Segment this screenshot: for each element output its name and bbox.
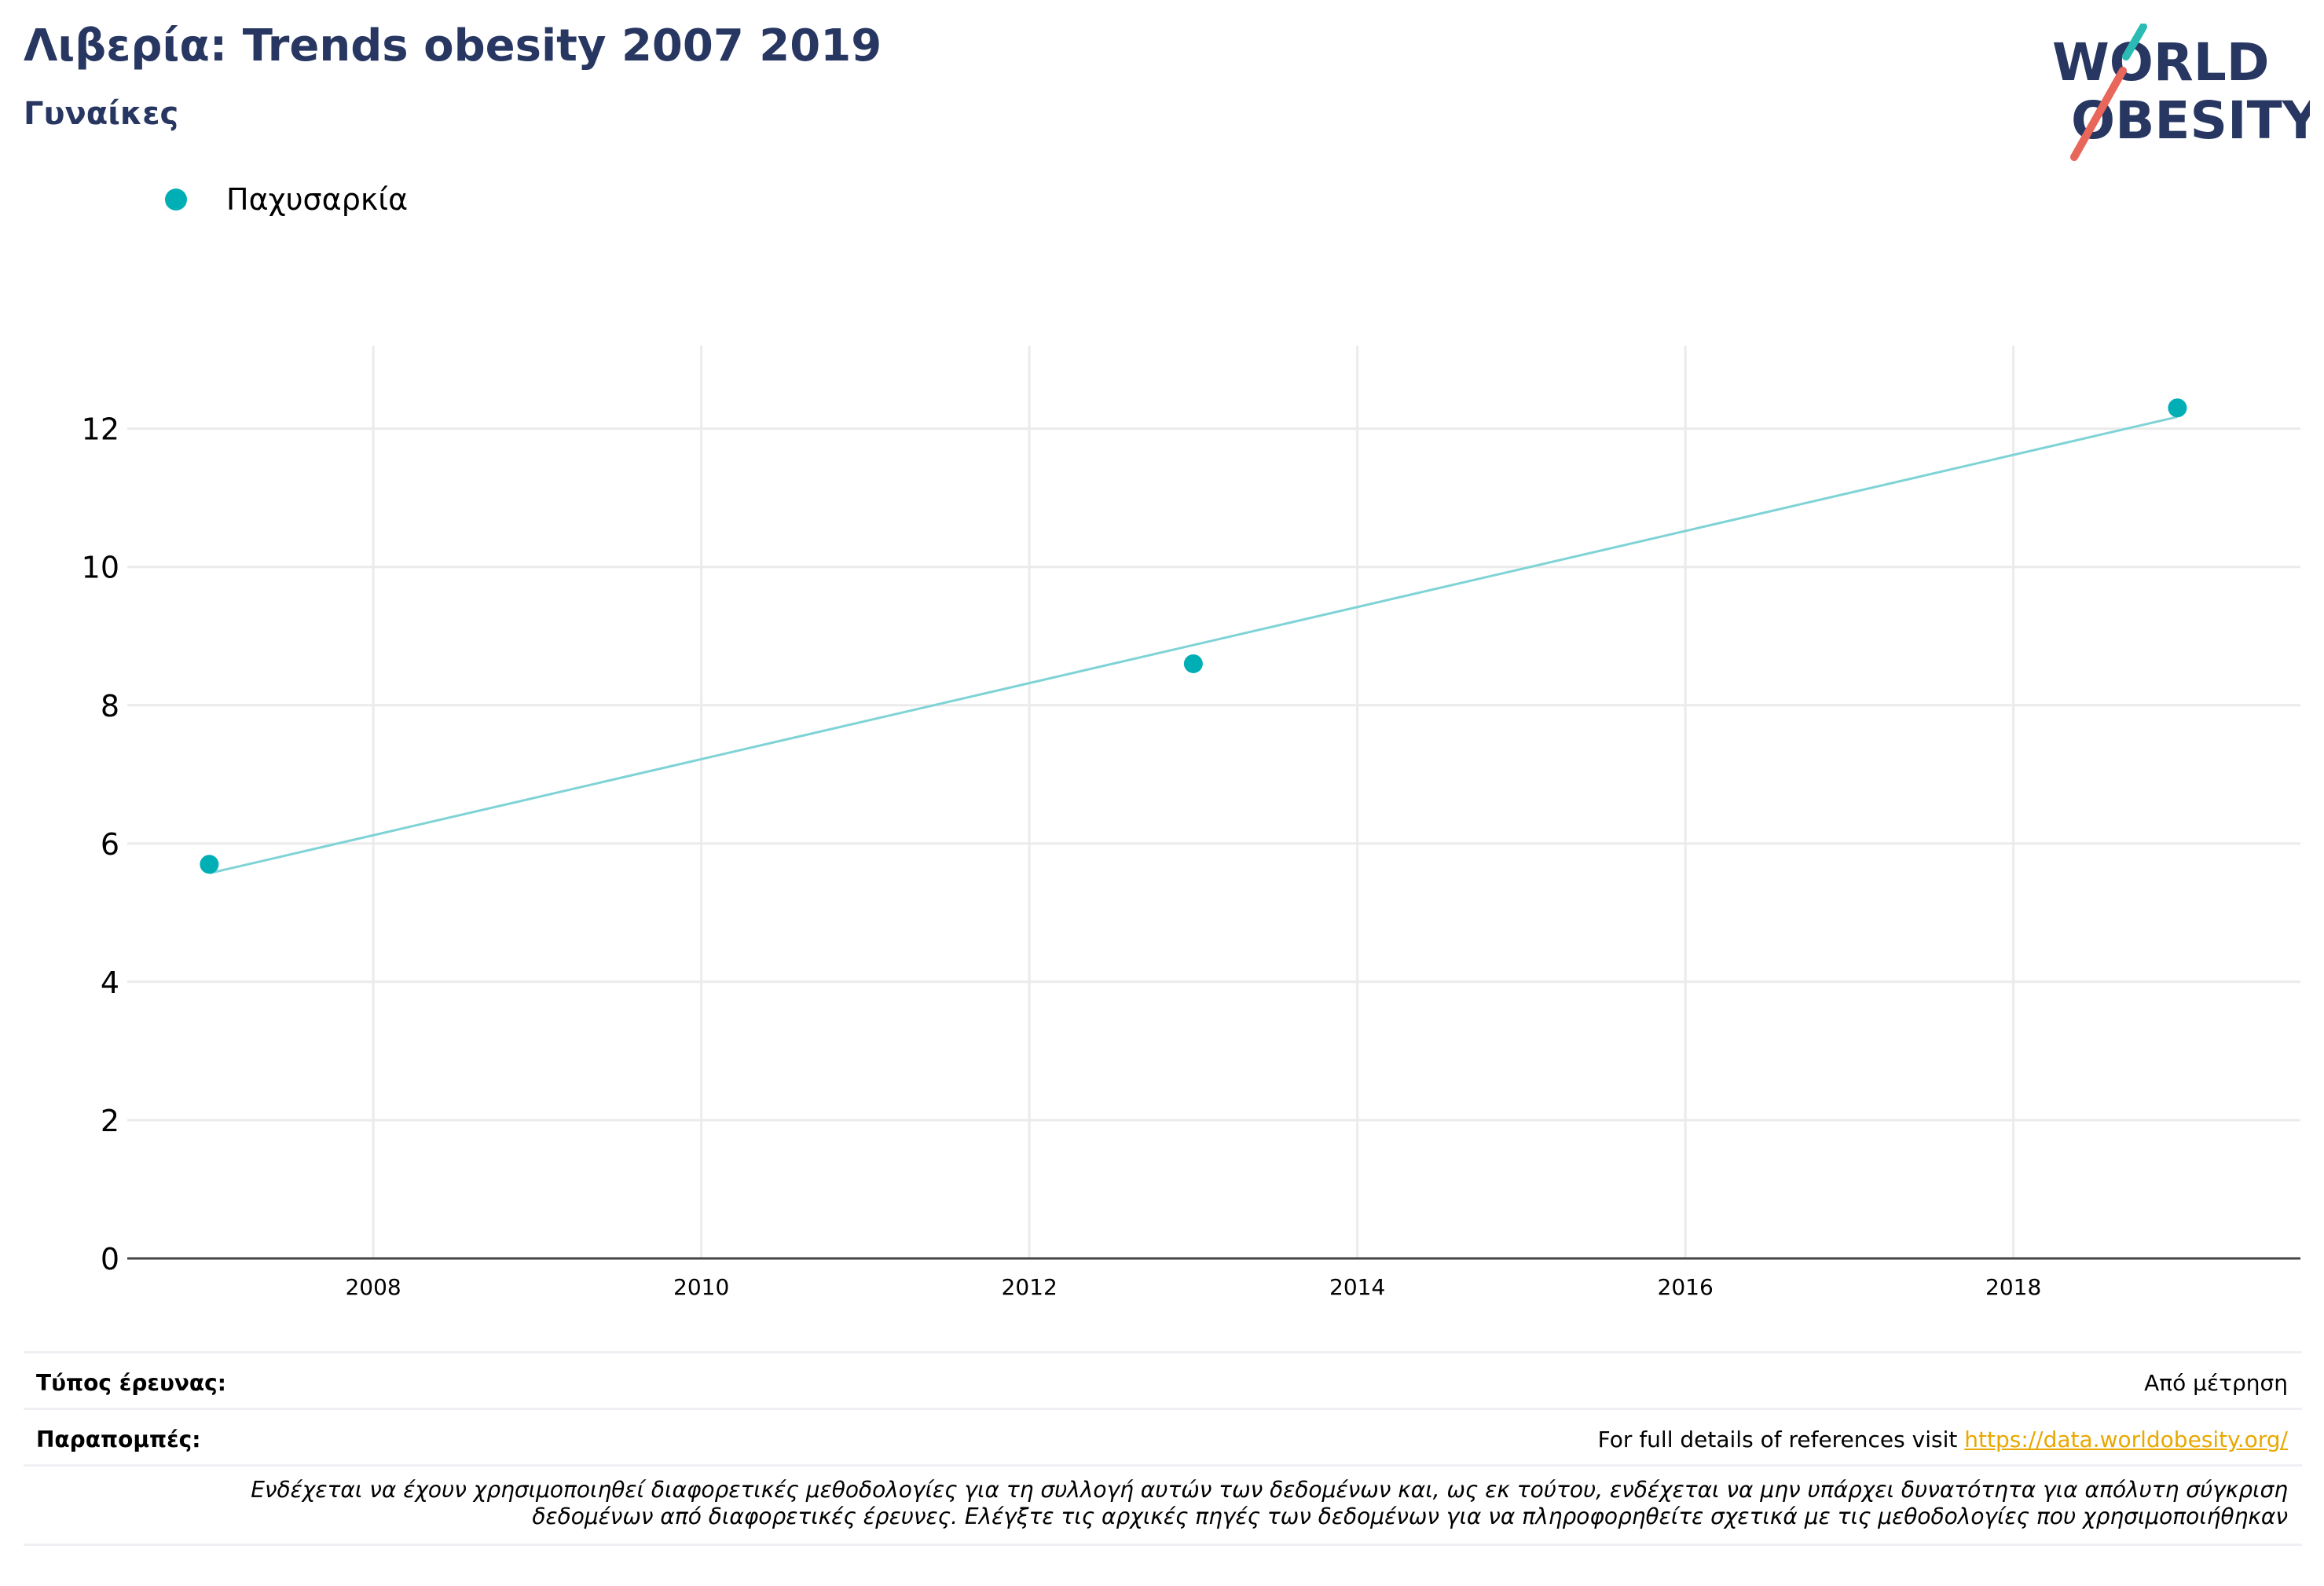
y-tick-label: 12 xyxy=(82,412,119,447)
y-tick-label: 0 xyxy=(101,1242,119,1276)
footer-divider-bottom xyxy=(24,1544,2302,1546)
x-tick-label: 2014 xyxy=(1329,1274,1385,1300)
world-obesity-logo: WORLD OBESITY xyxy=(2052,24,2310,161)
logo-text-obesity: OBESITY xyxy=(2071,90,2310,151)
logo-text-world: WORLD xyxy=(2052,32,2270,93)
data-point xyxy=(200,855,219,874)
x-tick-label: 2010 xyxy=(673,1274,729,1300)
legend: Παχυσαρκία xyxy=(165,182,408,217)
y-tick-label: 6 xyxy=(101,827,119,862)
x-tick-label: 2012 xyxy=(1002,1274,1058,1300)
references-value: For full details of references visit htt… xyxy=(1598,1427,2288,1452)
footer-divider-mid xyxy=(24,1408,2302,1410)
data-point xyxy=(2168,398,2187,418)
survey-type-label: Τύπος έρευνας: xyxy=(36,1370,226,1396)
x-tick-label: 2008 xyxy=(345,1274,401,1300)
footer-divider-top xyxy=(24,1351,2302,1353)
x-tick-label: 2016 xyxy=(1658,1274,1714,1300)
note-line-1: Ενδέχεται να έχουν χρησιμοποιηθεί διαφορ… xyxy=(251,1477,2288,1503)
trend-line xyxy=(209,416,2178,875)
page-title: Λιβερία: Trends obesity 2007 2019 xyxy=(24,20,882,71)
references-label: Παραπομπές: xyxy=(36,1427,201,1452)
footer-divider-note xyxy=(24,1464,2302,1467)
y-tick-label: 8 xyxy=(101,689,119,723)
logo-slash-teal xyxy=(2122,24,2147,60)
methodology-note: Ενδέχεται να έχουν χρησιμοποιηθεί διαφορ… xyxy=(88,1477,2288,1530)
references-text: For full details of references visit xyxy=(1597,1427,1965,1452)
y-tick-label: 10 xyxy=(82,551,119,585)
legend-marker xyxy=(165,189,187,211)
survey-type-value: Από μέτρηση xyxy=(2144,1370,2288,1396)
note-line-2: δεδομένων από διαφορετικές έρευνες. Ελέγ… xyxy=(532,1504,2288,1529)
y-tick-label: 2 xyxy=(101,1104,119,1138)
legend-label: Παχυσαρκία xyxy=(226,182,409,217)
y-tick-label: 4 xyxy=(101,965,119,1000)
x-tick-label: 2018 xyxy=(1985,1274,2041,1300)
references-link[interactable]: https://data.worldobesity.org/ xyxy=(1964,1427,2288,1452)
page-subtitle: Γυναίκες xyxy=(24,96,179,132)
logo-slash-red xyxy=(2070,67,2127,161)
chart-area: 0 2 4 6 8 10 12 2008 2010 2012 2014 2016 2018 xyxy=(82,346,2300,1300)
data-point xyxy=(1183,654,1203,673)
